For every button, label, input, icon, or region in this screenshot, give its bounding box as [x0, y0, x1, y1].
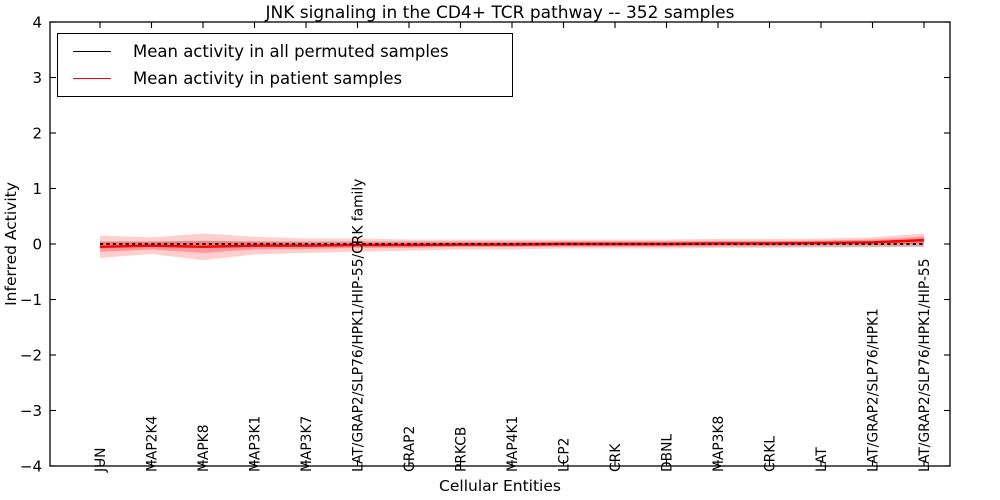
- x-tick-label: DBNL: [660, 434, 676, 472]
- x-tick-label: JUN: [93, 448, 109, 474]
- x-tick-label: PRKCB: [454, 427, 470, 472]
- y-tick-label: 4: [32, 14, 42, 32]
- y-tick-label: −4: [20, 458, 42, 476]
- y-tick-label: 1: [32, 180, 42, 198]
- legend-item-permuted: Mean activity in all permuted samples: [73, 42, 512, 61]
- x-tick-label: MAP3K8: [711, 416, 727, 472]
- chart-title: JNK signaling in the CD4+ TCR pathway --…: [265, 3, 735, 23]
- x-tick-label: CRKL: [763, 436, 779, 472]
- legend-item-patient: Mean activity in patient samples: [73, 69, 512, 88]
- legend-line-sample-patient: [73, 78, 111, 79]
- y-tick-label: 0: [32, 236, 42, 254]
- x-tick-label: LCP2: [557, 438, 573, 472]
- y-tick-label: −2: [20, 347, 42, 365]
- legend-item-label: Mean activity in patient samples: [133, 69, 403, 88]
- y-tick-label: −3: [20, 402, 42, 420]
- y-tick-label: 2: [32, 125, 42, 143]
- x-tick-label: MAP3K1: [248, 416, 264, 472]
- x-axis-label: Cellular Entities: [439, 477, 561, 495]
- x-tick-label: MAP2K4: [145, 416, 161, 472]
- legend-item-label: Mean activity in all permuted samples: [133, 42, 449, 61]
- y-tick-label: 3: [32, 69, 42, 87]
- y-tick-label: −1: [20, 291, 42, 309]
- x-tick-label: CRK: [608, 443, 624, 472]
- x-tick-label: GRAP2: [402, 426, 418, 472]
- x-tick-label: MAP3K7: [299, 416, 315, 472]
- x-tick-label: LAT/GRAP2/SLP76/HPK1/HIP-55/CRK family: [351, 179, 367, 472]
- x-tick-label: MAP4K1: [505, 416, 521, 472]
- patient-outer-band: [100, 233, 924, 261]
- x-tick-label: LAT/GRAP2/SLP76/HPK1: [866, 308, 882, 472]
- legend-line-sample-permuted: [73, 51, 111, 52]
- legend: Mean activity in all permuted samples Me…: [57, 33, 513, 97]
- x-tick-label: LAT: [814, 447, 830, 472]
- x-tick-label: MAPK8: [196, 425, 212, 473]
- x-tick-label: LAT/GRAP2/SLP76/HPK1/HIP-55: [917, 259, 933, 472]
